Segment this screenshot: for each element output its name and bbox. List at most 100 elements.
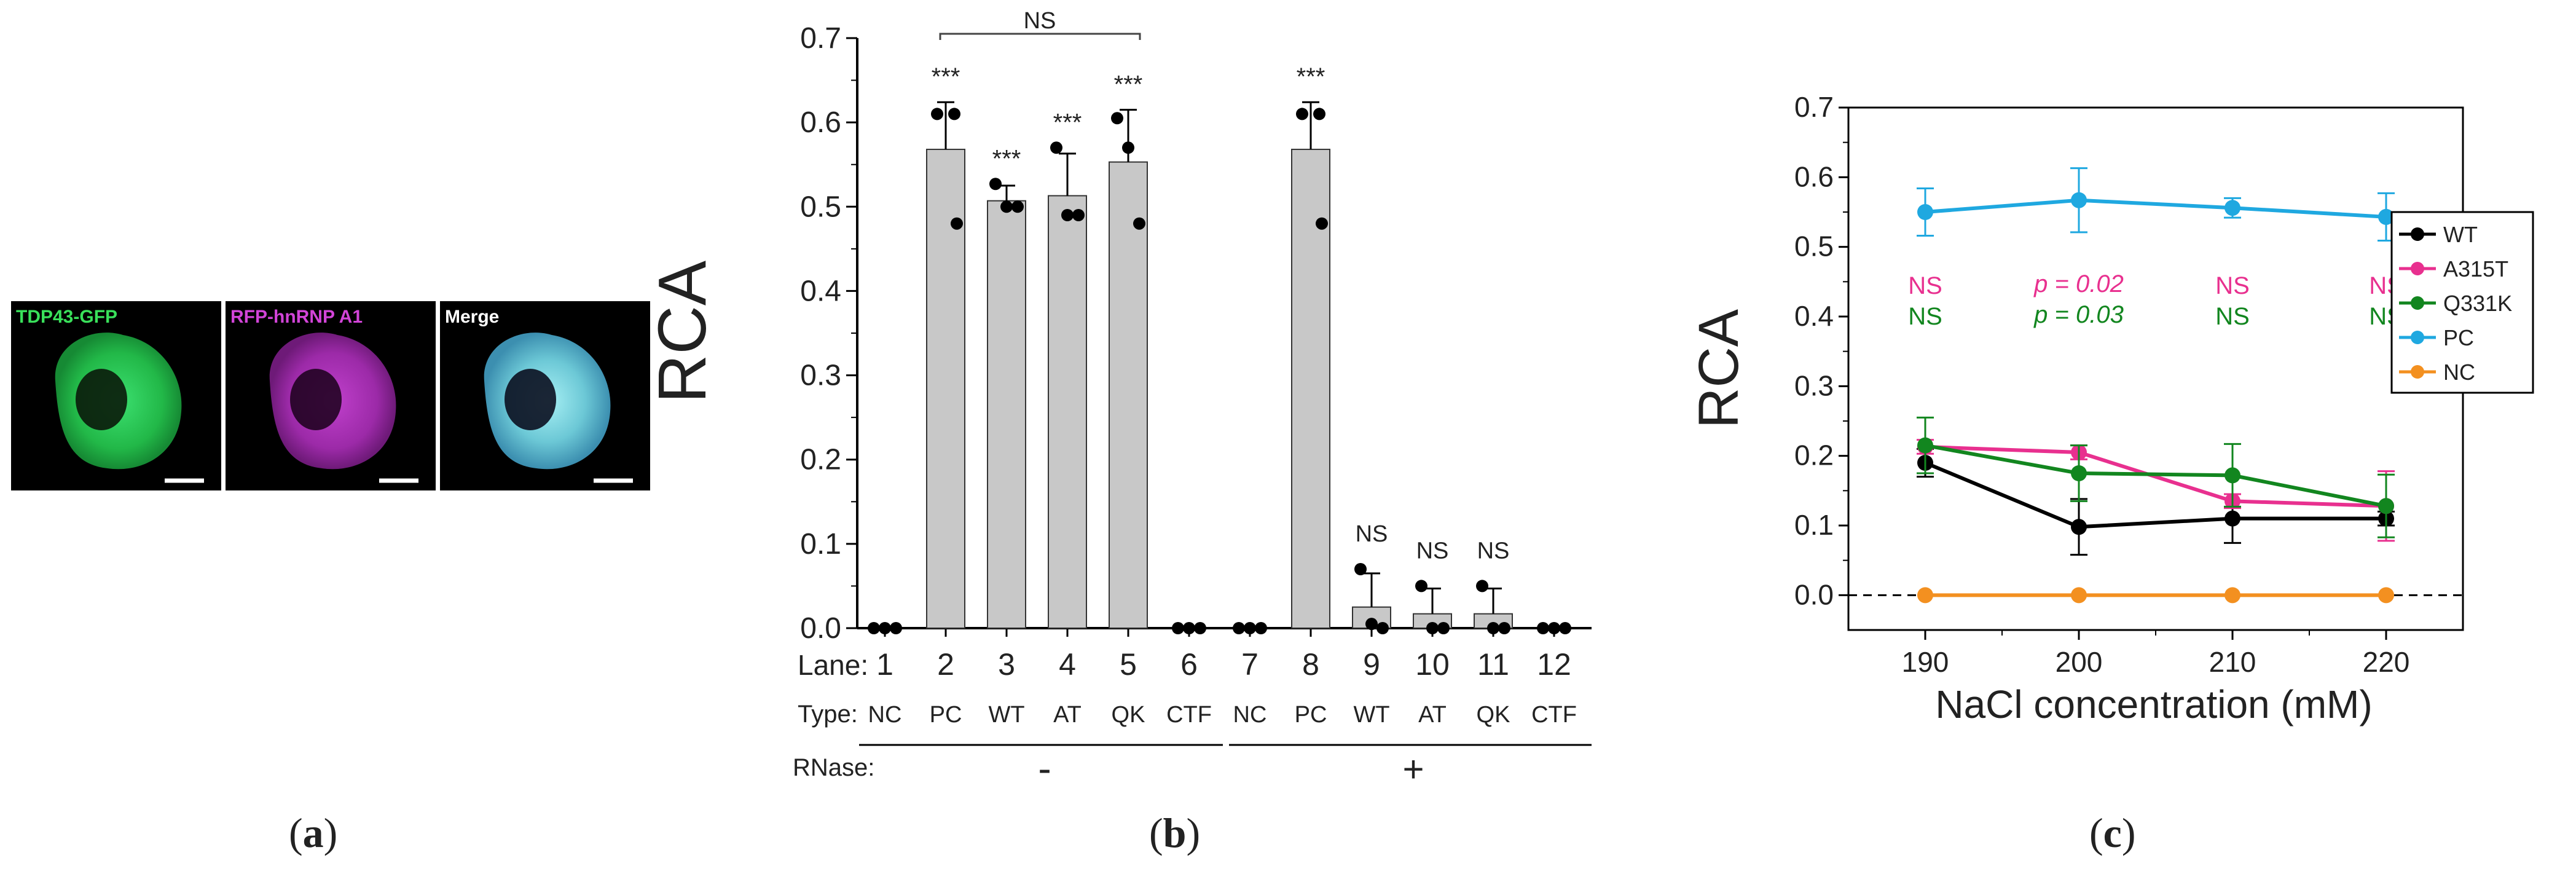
- c-annotation-a315t: p = 0.02: [2033, 270, 2124, 297]
- c-legend-swatch-dot: [2411, 331, 2424, 344]
- c-series-q331k: [1917, 416, 2395, 538]
- b-data-point: [1548, 622, 1560, 634]
- b-type-label: PC: [1295, 702, 1327, 728]
- b-rnase-label: RNase:: [793, 754, 874, 781]
- c-x-axis-label: NaCl concentration (mM): [1935, 682, 2372, 726]
- c-point-q331k: [2225, 467, 2240, 484]
- b-lane-number: 10: [1415, 647, 1450, 682]
- c-series: [1917, 167, 2395, 604]
- b-type-label: NC: [1233, 702, 1267, 728]
- c-annotation-q331k: NS: [1908, 303, 1942, 330]
- b-data-point: [1072, 209, 1085, 221]
- c-point-q331k: [2378, 498, 2394, 514]
- b-significance-label: NS: [1356, 521, 1388, 547]
- b-data-point: [1476, 580, 1488, 593]
- b-type-label: CTF: [1531, 702, 1577, 728]
- b-type-label: Type:: [798, 701, 858, 728]
- c-legend-swatch-dot: [2411, 296, 2424, 310]
- c-y-tick-label: 0.5: [1794, 230, 1834, 262]
- b-bars: *** *** *** *** *** NS NS NS: [868, 63, 1571, 637]
- c-x-tick-label: 190: [1902, 646, 1949, 678]
- b-ns-bracket: NS: [939, 8, 1141, 40]
- b-type-label: AT: [1418, 702, 1447, 728]
- b-lane-number: 9: [1363, 647, 1380, 682]
- b-data-point: [1011, 200, 1024, 213]
- c-series-nc: [1917, 587, 2394, 604]
- b-data-point: [1437, 622, 1450, 634]
- c-legend-label: PC: [2443, 325, 2474, 350]
- c-legend-label: WT: [2443, 222, 2478, 247]
- b-significance-label: ***: [1053, 109, 1082, 136]
- b-data-point: [1255, 622, 1267, 634]
- c-point-nc: [2378, 587, 2394, 604]
- c-point-wt: [2225, 510, 2240, 527]
- c-point-q331k: [1917, 437, 1933, 454]
- b-y-ticks: 0.0 0.1 0.2 0.3 0.4 0.5 0.6 0.7: [800, 22, 857, 645]
- panel-c-letter: (c): [2089, 809, 2136, 856]
- b-data-point: [1415, 580, 1427, 593]
- b-type-label: WT: [1353, 702, 1389, 728]
- b-data-point: [1296, 108, 1308, 120]
- c-y-ticks: 0.0 0.1 0.2 0.3 0.4 0.5 0.6 0.7: [1794, 91, 1848, 610]
- b-data-point: [879, 622, 891, 634]
- c-legend-swatch-dot: [2411, 227, 2424, 241]
- c-y-tick-label: 0.1: [1794, 509, 1834, 541]
- b-y-tick-label: 0.2: [800, 444, 841, 476]
- c-y-tick-label: 0.0: [1794, 578, 1834, 610]
- c-legend-swatch-dot: [2411, 365, 2424, 379]
- b-data-point: [1498, 622, 1510, 634]
- b-data-point: [1487, 622, 1499, 634]
- b-data-point: [1172, 622, 1184, 634]
- c-point-nc: [2225, 587, 2240, 604]
- b-y-tick-label: 0.4: [800, 275, 841, 307]
- b-rnase-minus: -: [1038, 746, 1051, 790]
- c-point-pc: [2378, 208, 2394, 225]
- c-x-ticks: 190 200 210 220: [1902, 630, 2410, 678]
- b-y-tick-label: 0.3: [800, 360, 841, 392]
- b-bar-lane-4: [1048, 195, 1087, 629]
- b-lane-number: 6: [1180, 647, 1198, 682]
- b-lane-number: 5: [1120, 647, 1137, 682]
- b-data-point: [951, 217, 963, 230]
- c-legend-swatch-dot: [2411, 262, 2424, 275]
- c-y-tick-label: 0.4: [1794, 300, 1834, 332]
- c-point-q331k: [2071, 465, 2087, 481]
- c-x-tick-label: 210: [2209, 646, 2256, 678]
- b-lane-number: 4: [1059, 647, 1076, 682]
- c-y-axis-label: RCA: [1687, 309, 1750, 428]
- c-annotation-a315t: NS: [1908, 272, 1942, 299]
- c-legend-label: Q331K: [2443, 291, 2512, 316]
- c-point-pc: [1917, 204, 1933, 220]
- c-point-nc: [1917, 587, 1933, 604]
- b-significance-label: ***: [1297, 63, 1325, 90]
- b-data-point: [1061, 209, 1074, 221]
- c-series-pc: [1917, 167, 2395, 242]
- b-data-point: [1316, 217, 1328, 230]
- b-y-tick-label: 0.0: [800, 612, 841, 645]
- b-lane-number: 11: [1477, 647, 1509, 682]
- c-y-tick-label: 0.2: [1794, 439, 1834, 471]
- c-x-tick-label: 200: [2056, 646, 2103, 678]
- b-significance-label: NS: [1477, 538, 1510, 564]
- b-significance-label: NS: [1416, 538, 1449, 564]
- b-data-point: [1426, 622, 1439, 634]
- c-point-pc: [2225, 200, 2240, 216]
- c-x-tick-label: 220: [2363, 646, 2410, 678]
- panel-a-micrographs: TDP43-GFP RFP-hnRNP A1 Merge: [11, 301, 650, 490]
- nucleolus-dark-spot: [76, 369, 127, 430]
- b-data-point: [890, 622, 902, 634]
- b-data-point: [1000, 200, 1013, 213]
- b-data-point: [989, 178, 1002, 191]
- b-lane-numbers: 1 2 3 4 5 6 7 8 9 10 11 12: [876, 647, 1571, 682]
- nucleolus-dark-spot-3: [505, 369, 556, 430]
- c-point-wt: [2071, 519, 2087, 535]
- b-data-point: [1050, 141, 1062, 154]
- b-y-axis-label: RCA: [645, 260, 720, 403]
- b-data-point: [948, 108, 960, 120]
- panel-a-label-rfp: RFP-hnRNP A1: [230, 307, 363, 327]
- c-line-a315t: [1925, 444, 2387, 508]
- b-data-point: [1183, 622, 1195, 634]
- b-type-label: QK: [1112, 702, 1145, 728]
- b-y-tick-label: 0.6: [800, 106, 841, 139]
